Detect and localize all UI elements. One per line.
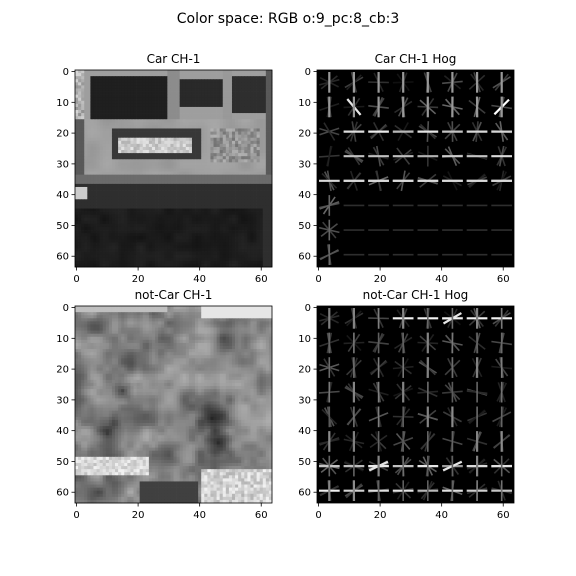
x-tick-label: 60 <box>497 510 510 521</box>
x-tick-label: 20 <box>132 274 145 285</box>
axes-frame <box>74 305 273 504</box>
panels-layer: 0 20 40 60 0 10 20 30 40 50 60 Car CH-1 0 20 40 60 0 10 20… <box>56 52 515 521</box>
x-tick-label: 0 <box>73 274 79 285</box>
y-tick-label: 60 <box>298 252 311 263</box>
y-tick-label: 50 <box>298 221 311 232</box>
hog-visualization-3 <box>317 306 514 503</box>
x-tick-label: 0 <box>73 510 79 521</box>
hog-visualization-1 <box>317 70 514 267</box>
y-tick-label: 30 <box>56 159 69 170</box>
image-pixels-0 <box>75 70 273 268</box>
figure-suptitle: Color space: RGB o:9_pc:8_cb:3 <box>177 11 399 27</box>
y-tick-label: 0 <box>63 67 69 78</box>
image-pixels-2 <box>75 306 273 504</box>
axes-2: 0 20 40 60 0 10 20 30 40 50 60 not-Car CH-1 <box>56 288 273 521</box>
y-tick-label: 0 <box>305 303 311 314</box>
y-tick-label: 20 <box>298 365 311 376</box>
y-tick-label: 10 <box>298 98 311 109</box>
panel-title: Car CH-1 Hog <box>375 52 457 66</box>
panel-hog-1: 0 20 40 60 0 10 20 30 40 50 60 Car CH-1 Hog <box>298 52 515 285</box>
x-tick-label: 60 <box>497 274 510 285</box>
y-tick-label: 40 <box>56 190 69 201</box>
x-tick-label: 20 <box>374 510 387 521</box>
x-tick-label: 40 <box>435 274 448 285</box>
axes-frame <box>316 69 515 268</box>
x-tick-label: 40 <box>193 510 206 521</box>
y-tick-label: 10 <box>56 334 69 345</box>
y-tick-label: 50 <box>298 457 311 468</box>
y-tick-label: 40 <box>56 426 69 437</box>
axes-3: 0 20 40 60 0 10 20 30 40 50 60 not-Car CH-1 Hog <box>298 288 515 521</box>
x-tick-label: 40 <box>435 510 448 521</box>
y-tick-label: 50 <box>56 457 69 468</box>
y-tick-label: 0 <box>305 67 311 78</box>
y-tick-label: 50 <box>56 221 69 232</box>
panel-title: not-Car CH-1 <box>135 288 213 302</box>
y-tick-label: 20 <box>298 129 311 140</box>
x-tick-label: 60 <box>255 274 268 285</box>
axes-frame <box>74 69 273 268</box>
x-tick-label: 20 <box>132 510 145 521</box>
y-tick-label: 10 <box>56 98 69 109</box>
x-tick-label: 0 <box>315 510 321 521</box>
y-tick-label: 20 <box>56 365 69 376</box>
y-tick-label: 40 <box>298 426 311 437</box>
y-tick-label: 30 <box>298 395 311 406</box>
panel-image-0: 0 20 40 60 0 10 20 30 40 50 60 Car CH-1 <box>56 52 273 285</box>
y-tick-label: 60 <box>56 488 69 499</box>
y-tick-label: 60 <box>298 488 311 499</box>
x-tick-label: 20 <box>374 274 387 285</box>
axes-0: 0 20 40 60 0 10 20 30 40 50 60 Car CH-1 <box>56 52 273 285</box>
panel-image-2: 0 20 40 60 0 10 20 30 40 50 60 not-Car CH-1 <box>56 288 273 521</box>
panel-hog-3: 0 20 40 60 0 10 20 30 40 50 60 not-Car CH-1 Hog <box>298 288 515 521</box>
y-tick-label: 40 <box>298 190 311 201</box>
y-tick-label: 60 <box>56 252 69 263</box>
panel-title: Car CH-1 <box>147 52 201 66</box>
y-tick-label: 10 <box>298 334 311 345</box>
axes-1: 0 20 40 60 0 10 20 30 40 50 60 Car CH-1 Hog <box>298 52 515 285</box>
y-tick-label: 30 <box>298 159 311 170</box>
y-tick-label: 0 <box>63 303 69 314</box>
axes-frame <box>316 305 515 504</box>
x-tick-label: 60 <box>255 510 268 521</box>
x-tick-label: 40 <box>193 274 206 285</box>
x-tick-label: 0 <box>315 274 321 285</box>
y-tick-label: 30 <box>56 395 69 406</box>
y-tick-label: 20 <box>56 129 69 140</box>
panel-title: not-Car CH-1 Hog <box>363 288 469 302</box>
